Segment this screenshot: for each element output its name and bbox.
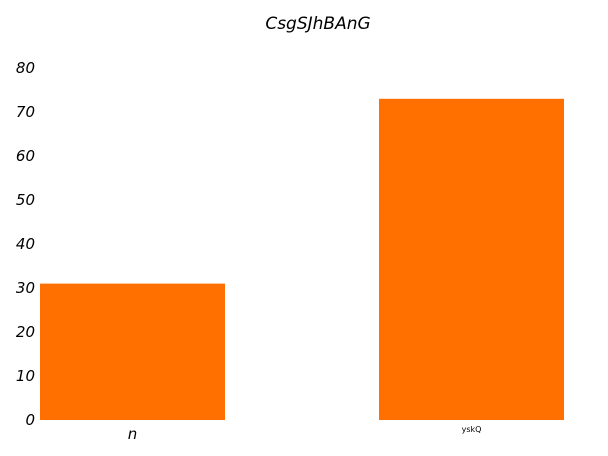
y-tick-label: 80: [16, 59, 35, 77]
y-axis-tick-labels: 0 10 20 30 40 50 60 70 80: [16, 59, 35, 429]
y-tick-label: 0: [25, 411, 35, 429]
chart-title: CsgSJhBAnG: [265, 14, 370, 34]
y-tick-label: 20: [16, 323, 35, 341]
bar-series: [40, 98, 564, 421]
y-tick-label: 60: [16, 147, 35, 165]
y-tick-label: 50: [16, 191, 35, 209]
x-tick-label: n: [128, 425, 138, 443]
y-tick-label: 40: [16, 235, 35, 253]
y-tick-label: 70: [16, 103, 35, 121]
bar: [40, 283, 225, 420]
y-tick-label: 30: [16, 279, 35, 297]
bar: [379, 98, 564, 421]
y-tick-label: 10: [16, 367, 35, 385]
x-tick-label: yskQ: [462, 425, 482, 434]
x-axis-tick-labels: n yskQ: [128, 425, 482, 443]
